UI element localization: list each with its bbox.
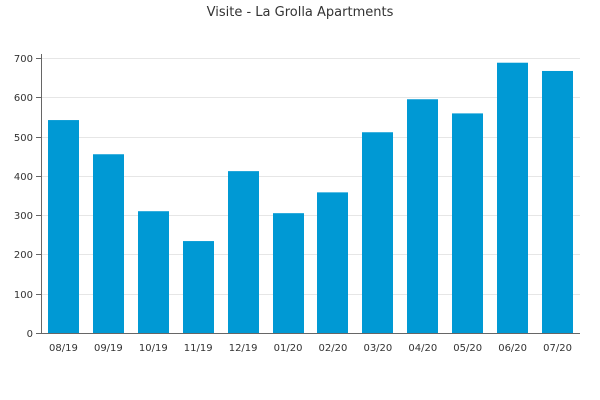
y-tick-label: 300	[14, 211, 33, 222]
bar-06-20	[497, 62, 528, 333]
bar-03-20	[362, 132, 393, 333]
x-tick-label: 07/20	[543, 343, 572, 354]
bar-11-19	[183, 241, 214, 333]
x-tick-label: 12/19	[229, 343, 258, 354]
bar-09-19	[93, 154, 124, 333]
x-tick-label: 06/20	[498, 343, 527, 354]
chart-title: Visite - La Grolla Apartments	[207, 5, 394, 20]
x-tick-label: 05/20	[453, 343, 482, 354]
x-tick-label: 10/19	[139, 343, 168, 354]
bar-10-19	[138, 211, 169, 333]
bar-12-19	[228, 171, 259, 333]
y-axis-tick-labels: 0 100 200 300 400 500 600 700	[14, 54, 33, 340]
y-tick-label: 500	[14, 133, 33, 144]
bars	[48, 62, 573, 334]
bar-05-20	[452, 113, 483, 334]
y-tick-label: 0	[27, 329, 33, 340]
axes	[36, 54, 580, 334]
y-tick-label: 100	[14, 290, 33, 301]
x-tick-label: 03/20	[363, 343, 392, 354]
grid-lines	[41, 58, 580, 295]
y-tick-label: 700	[14, 54, 33, 65]
y-tick-label: 400	[14, 172, 33, 183]
x-tick-label: 11/19	[184, 343, 213, 354]
x-tick-label: 09/19	[94, 343, 123, 354]
bar-01-20	[273, 213, 304, 333]
y-tick-label: 200	[14, 250, 33, 261]
x-tick-label: 01/20	[274, 343, 303, 354]
bar-08-19	[48, 120, 79, 333]
x-tick-label: 04/20	[408, 343, 437, 354]
bar-04-20	[407, 99, 438, 333]
bar-07-20	[542, 70, 573, 333]
bar-02-20	[317, 192, 348, 333]
y-tick-label: 600	[14, 93, 33, 104]
x-tick-label: 02/20	[319, 343, 348, 354]
x-axis-tick-labels: 08/19 09/19 10/19 11/19 12/19 01/20 02/20 03/20…	[49, 343, 572, 354]
x-tick-label: 08/19	[49, 343, 78, 354]
